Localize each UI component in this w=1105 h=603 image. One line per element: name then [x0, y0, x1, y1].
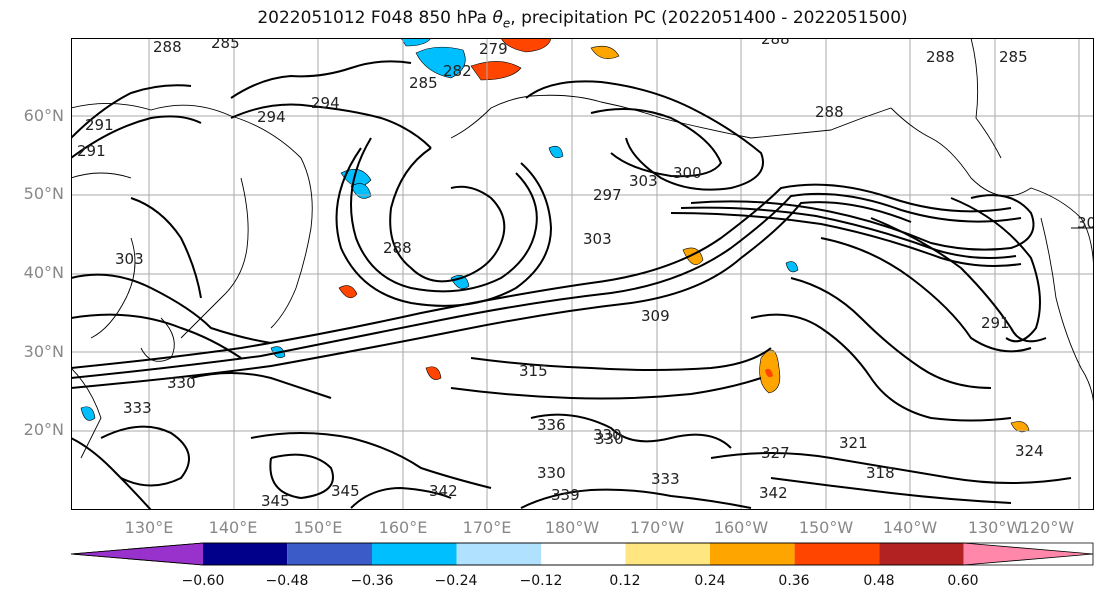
contour-label: 330: [537, 464, 566, 482]
contour-label: 288: [926, 48, 955, 66]
coastlines: [71, 38, 1094, 459]
map-svg: 288 285 279 282 285 294 294 291 291 288 …: [71, 38, 1094, 510]
contour-label: 318: [866, 464, 895, 482]
contour-label: 279: [479, 40, 508, 58]
contour-label: 333: [651, 470, 680, 488]
colorbar-segment: [287, 543, 372, 565]
contour-label: 294: [257, 108, 286, 126]
contour-label: 330: [167, 374, 196, 392]
lon-label: 140°E: [208, 518, 258, 537]
contour-label: 327: [761, 444, 790, 462]
lon-label: 130°W: [967, 518, 1023, 537]
lat-label: 60°N: [23, 106, 64, 125]
colorbar-tick: −0.12: [519, 573, 563, 589]
contour-label: 333: [123, 399, 152, 417]
contour-label: 342: [759, 484, 788, 502]
colorbar-segment: [625, 543, 710, 565]
lon-label: 150°E: [293, 518, 343, 537]
colorbar: [70, 542, 1094, 566]
contour-label: 282: [443, 62, 472, 80]
colorbar-segment: [879, 543, 964, 565]
contour-label: 339: [551, 486, 580, 504]
colorbar-segment: [794, 543, 880, 565]
contour-label: 324: [1015, 442, 1044, 460]
contour-label: 303: [1077, 214, 1094, 232]
lat-label: 30°N: [23, 342, 64, 361]
contour-label: 309: [641, 307, 670, 325]
lon-label: 180°W: [544, 518, 600, 537]
contour-label: 294: [311, 94, 340, 112]
contour-label: 345: [331, 482, 360, 500]
contour-label: 291: [981, 314, 1010, 332]
contour-label: 303: [583, 230, 612, 248]
contour-label: 285: [999, 48, 1028, 66]
contour-label: 288: [383, 239, 412, 257]
contour-label: 330: [595, 430, 624, 448]
colorbar-tick: 0.12: [609, 573, 641, 589]
graticule: [71, 38, 1094, 510]
colorbar-tick: −0.24: [434, 573, 478, 589]
contour-label: 291: [85, 116, 114, 134]
contours: [71, 60, 1072, 510]
colorbar-tick: −0.48: [265, 573, 309, 589]
lon-label: 150°W: [798, 518, 854, 537]
contour-label: 321: [839, 434, 868, 452]
lon-label: 140°W: [882, 518, 938, 537]
lon-label: 120°W: [1019, 518, 1075, 537]
contour-label: 300: [673, 164, 702, 182]
colorbar-tick: 0.48: [863, 573, 895, 589]
page-title: 2022051012 F048 850 hPa θe, precipitatio…: [257, 8, 908, 31]
contour-label: 288: [153, 38, 182, 56]
contour-label: 285: [409, 74, 438, 92]
colorbar-segment: [541, 543, 626, 565]
contour-label: 288: [761, 38, 790, 48]
colorbar-segment: [203, 543, 288, 565]
contour-label: 336: [537, 416, 566, 434]
lat-label: 40°N: [23, 263, 64, 282]
contour-label: 291: [77, 142, 106, 160]
lon-label: 170°E: [462, 518, 512, 537]
colorbar-segment: [963, 543, 1093, 565]
colorbar-tick: 0.24: [694, 573, 726, 589]
contour-label: 285: [211, 38, 240, 52]
lon-label: 160°E: [378, 518, 428, 537]
map-panel: 288 285 279 282 285 294 294 291 291 288 …: [71, 38, 1094, 510]
colorbar-tick: 0.60: [947, 573, 979, 589]
lat-label: 20°N: [23, 420, 64, 439]
colorbar-tick: −0.60: [181, 573, 225, 589]
contour-label: 303: [629, 172, 658, 190]
contour-label: 345: [261, 492, 290, 510]
colorbar-tick: 0.36: [778, 573, 810, 589]
lat-label: 50°N: [23, 184, 64, 203]
lon-label: 160°W: [713, 518, 769, 537]
contour-label: 315: [519, 362, 548, 380]
contour-label: 342: [429, 482, 458, 500]
contour-label: 303: [115, 250, 144, 268]
contour-label: 330: [593, 426, 622, 444]
contour-label: 288: [815, 103, 844, 121]
contour-label-group: 288 285 279 282 285 294 294 291 291 288 …: [77, 38, 1094, 510]
colorbar-segment: [372, 543, 457, 565]
colorbar-segment: [710, 543, 795, 565]
colorbar-segment: [71, 543, 203, 565]
colorbar-tick: −0.36: [350, 573, 394, 589]
lon-label: 170°W: [629, 518, 685, 537]
contour-label: 297: [593, 186, 622, 204]
lon-label: 130°E: [124, 518, 174, 537]
colorbar-segment: [456, 543, 542, 565]
